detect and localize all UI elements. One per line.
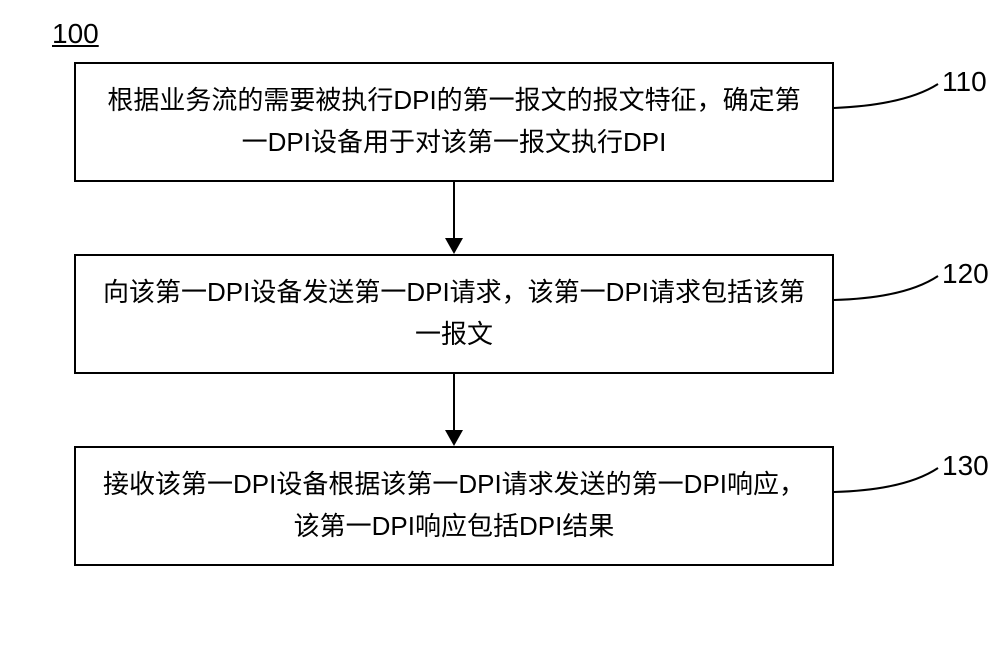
leader-line	[0, 0, 1000, 659]
arrow-head-icon	[445, 430, 463, 446]
arrow-head-icon	[445, 238, 463, 254]
flow-arrow	[453, 374, 455, 430]
flowchart-canvas: 100 根据业务流的需要被执行DPI的第一报文的报文特征，确定第一DPI设备用于…	[0, 0, 1000, 659]
flow-arrow	[453, 182, 455, 238]
step-label-130: 130	[942, 450, 989, 482]
